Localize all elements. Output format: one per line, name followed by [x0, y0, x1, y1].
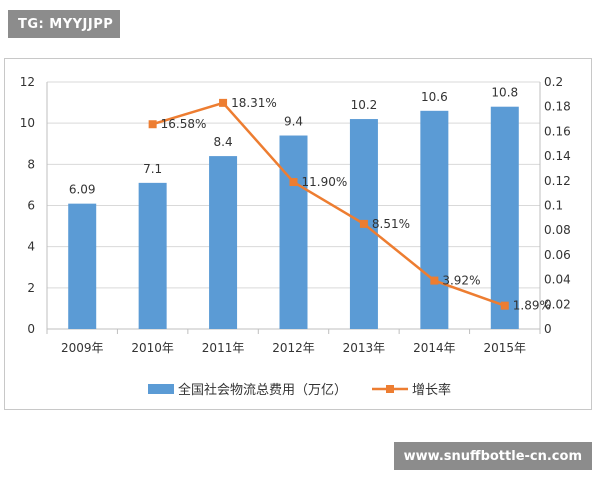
growth-rate-marker [359, 219, 368, 228]
growth-rate-label: 18.31% [231, 96, 277, 110]
source-tag: TG: MYYJJPP [8, 10, 120, 38]
bar-value-label: 6.09 [69, 183, 96, 197]
growth-rate-label: 16.58% [161, 117, 207, 131]
bar-value-label: 10.6 [421, 90, 448, 104]
y-left-tick-label: 12 [20, 75, 35, 89]
y-right-tick-label: 0.16 [544, 124, 571, 138]
x-tick-label: 2014年 [413, 341, 456, 355]
growth-rate-marker [148, 120, 157, 129]
y-right-tick-label: 0.14 [544, 149, 571, 163]
y-right-tick-label: 0.08 [544, 223, 571, 237]
bar [279, 135, 308, 329]
bar [68, 203, 97, 329]
growth-rate-line [152, 101, 506, 307]
y-right-tick-label: 0.12 [544, 174, 571, 188]
y-right-tick-label: 0.02 [544, 297, 571, 311]
bar-value-label: 10.2 [351, 98, 378, 112]
y-right-tick-label: 0 [544, 322, 552, 336]
growth-rate-marker [500, 301, 509, 310]
y-left-tick-label: 6 [27, 199, 35, 213]
bar-value-label: 7.1 [143, 162, 162, 176]
y-left-tick-label: 0 [27, 322, 35, 336]
legend-line-marker [386, 385, 394, 393]
y-right-tick-label: 0.2 [544, 75, 563, 89]
growth-rate-label: 3.92% [442, 274, 480, 288]
y-right-tick-label: 0.04 [544, 273, 571, 287]
growth-rate-label: 11.90% [302, 175, 348, 189]
x-tick-label: 2010年 [131, 341, 174, 355]
growth-rate-marker [289, 178, 298, 187]
growth-rate-marker [430, 276, 439, 285]
bar [209, 156, 238, 329]
y-right-tick-label: 0.1 [544, 199, 563, 213]
y-left-tick-label: 10 [20, 116, 35, 130]
x-tick-label: 2015年 [484, 341, 527, 355]
legend-bar-label: 全国社会物流总费用（万亿） [178, 382, 347, 398]
bar [490, 106, 519, 329]
legend-bar-swatch [148, 384, 174, 394]
y-left-tick-label: 2 [27, 281, 35, 295]
y-right-tick-label: 0.06 [544, 248, 571, 262]
x-tick-label: 2012年 [272, 341, 315, 355]
y-left-tick-label: 8 [27, 157, 35, 171]
bar [420, 110, 449, 329]
legend-line-label: 增长率 [412, 382, 451, 398]
x-tick-label: 2009年 [61, 341, 104, 355]
watermark: www.snuffbottle-cn.com [393, 442, 592, 470]
bar [138, 182, 167, 329]
growth-rate-label: 1.89% [513, 299, 551, 313]
growth-rate-label: 8.51% [372, 217, 410, 231]
bar-value-label: 10.8 [491, 86, 518, 100]
x-tick-label: 2011年 [202, 341, 245, 355]
y-right-tick-label: 0.18 [544, 100, 571, 114]
y-left-tick-label: 4 [27, 240, 35, 254]
bar-value-label: 8.4 [214, 135, 233, 149]
x-tick-label: 2013年 [343, 341, 386, 355]
growth-rate-marker [219, 98, 228, 107]
bar-value-label: 9.4 [284, 115, 303, 129]
